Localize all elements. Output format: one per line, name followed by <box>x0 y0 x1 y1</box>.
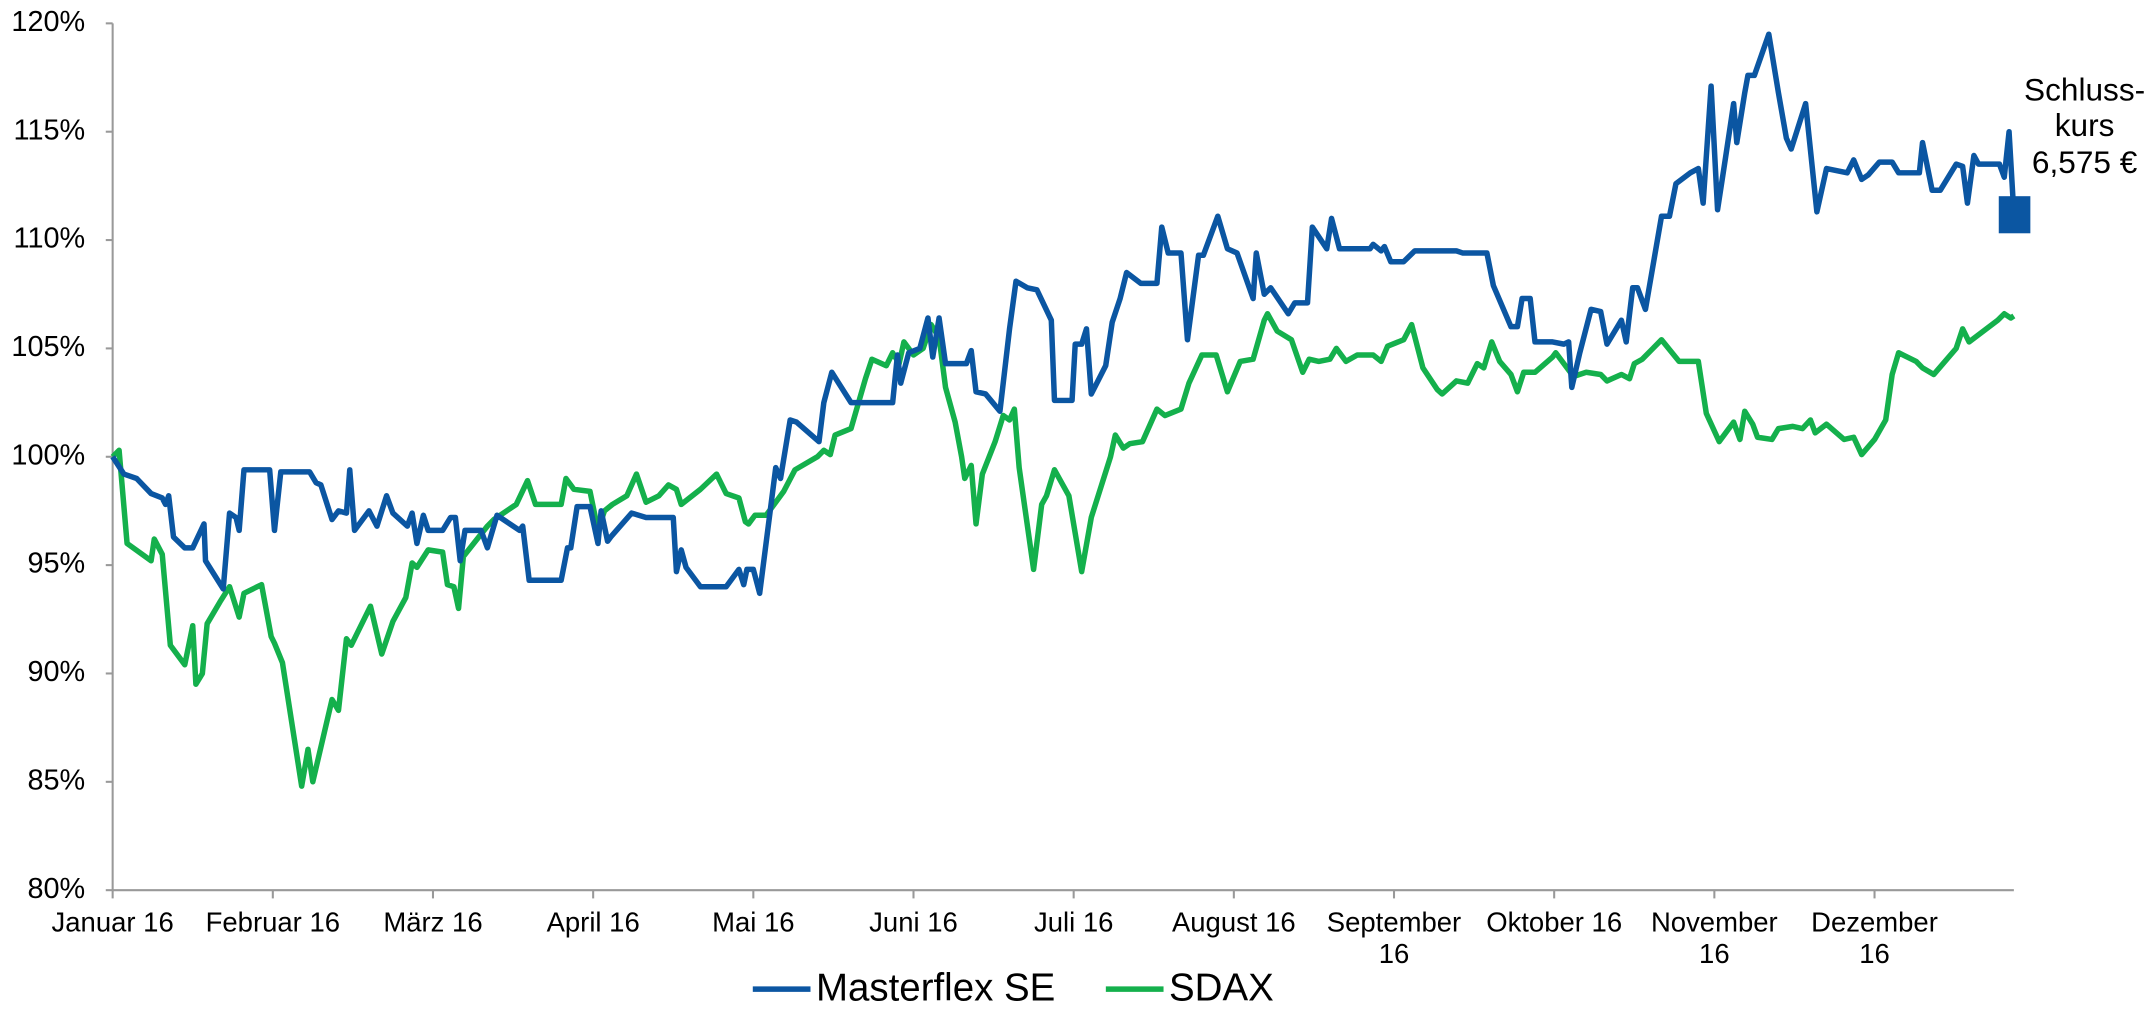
y-tick-label: 85% <box>27 764 85 796</box>
annotation: Schluss- kurs 6,575 € <box>2024 71 2146 180</box>
x-tick-label: Mai 16 <box>712 908 795 939</box>
x-tick-label: September 16 <box>1326 908 1462 970</box>
x-tick-label: März 16 <box>383 908 483 939</box>
x-tick-label: Januar 16 <box>51 908 174 939</box>
y-tick-label: 90% <box>27 656 85 688</box>
x-tick-label: November 16 <box>1650 908 1778 970</box>
x-tick-label: Oktober 16 <box>1486 908 1623 939</box>
y-tick-label: 115% <box>14 114 86 146</box>
y-tick-label: 105% <box>11 331 85 363</box>
y-tick-label: 80% <box>27 873 85 905</box>
x-tick-label: Juni 16 <box>869 908 958 939</box>
series-line <box>110 311 2016 789</box>
x-tick-label: April 16 <box>546 908 640 939</box>
y-tick-label: 100% <box>11 439 85 471</box>
x-tick-label: Dezember 16 <box>1811 908 1938 970</box>
y-tick-label: 110% <box>14 223 86 255</box>
y-tick-label: 120% <box>11 6 85 38</box>
x-tick-label: August 16 <box>1171 908 1296 939</box>
closing-marker <box>1998 196 2031 234</box>
y-tick-label: 95% <box>27 548 85 580</box>
legend-label: SDAX <box>1169 967 1274 1010</box>
x-tick-label: Juli 16 <box>1033 908 1114 939</box>
legend-label: Masterflex SE <box>816 967 1055 1010</box>
x-tick-label: Februar 16 <box>205 908 341 939</box>
series-line <box>110 31 2017 597</box>
